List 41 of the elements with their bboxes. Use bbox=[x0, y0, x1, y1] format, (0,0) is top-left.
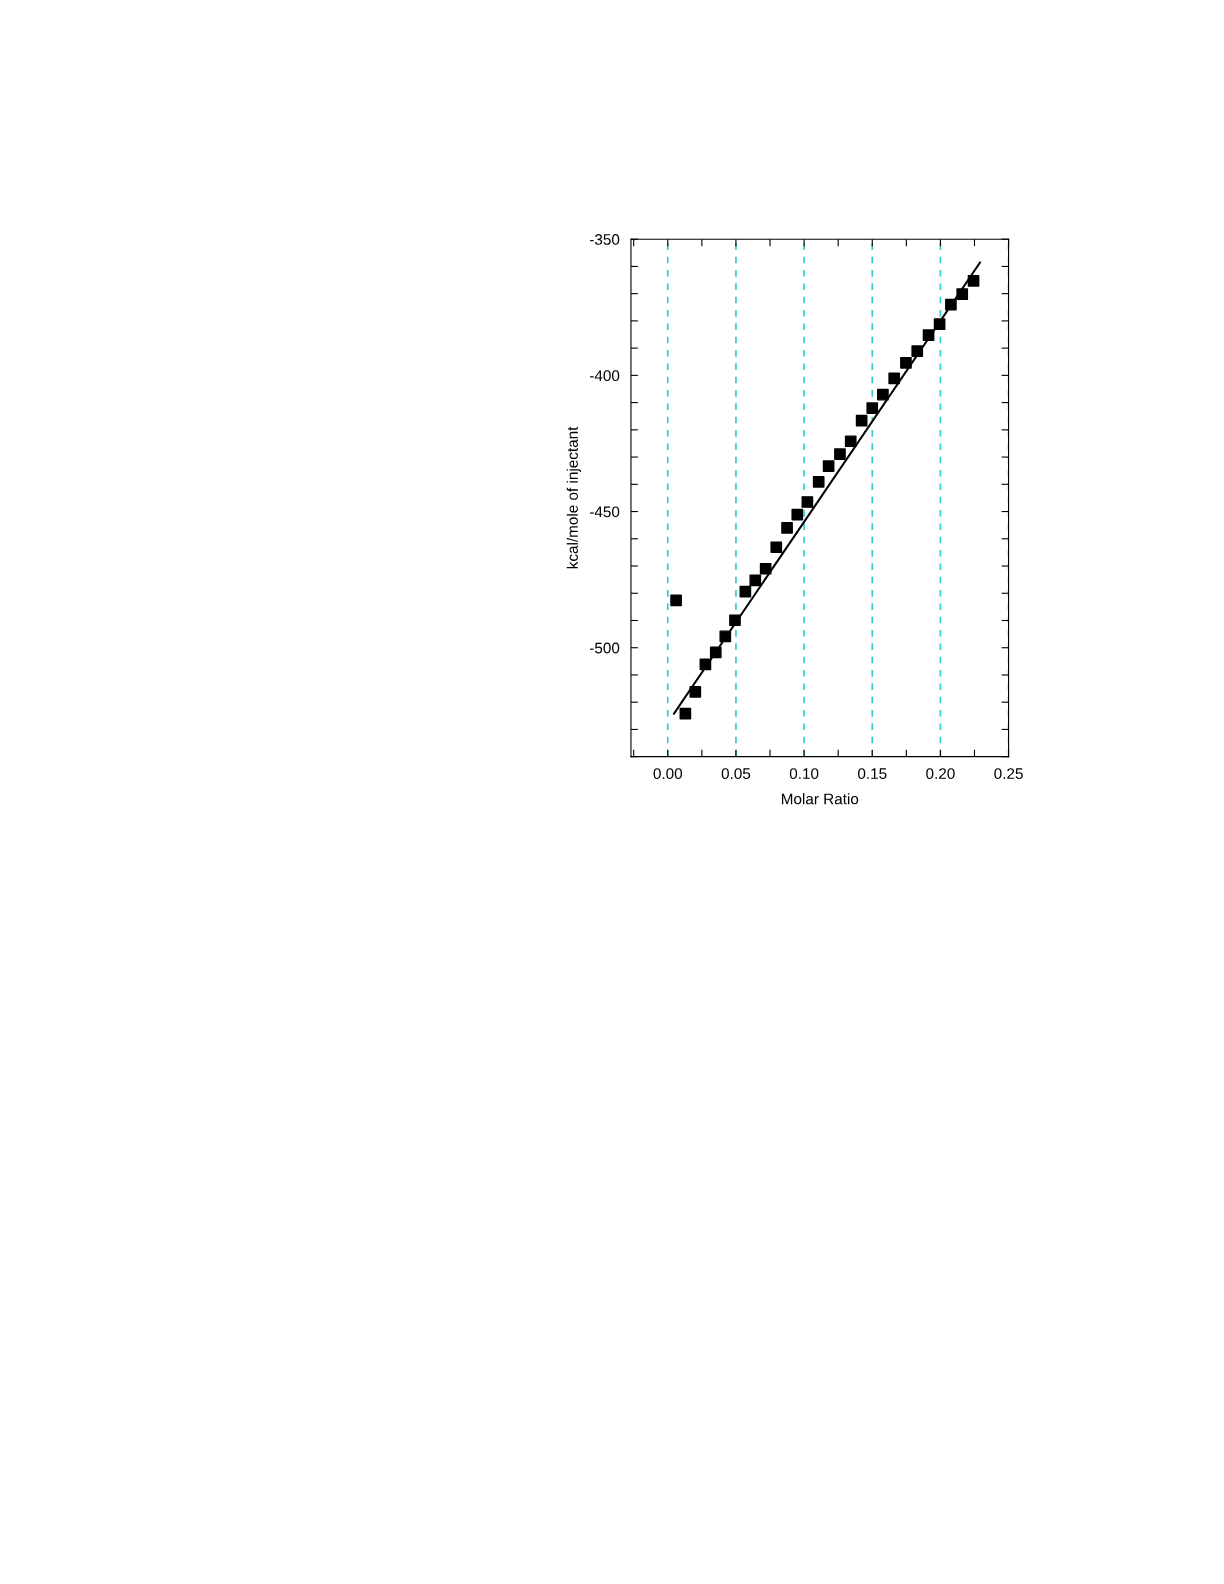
x-tick-label: 0.00 bbox=[653, 768, 683, 780]
point bbox=[812, 476, 825, 488]
point bbox=[739, 585, 752, 598]
point bbox=[956, 288, 969, 301]
x-tick-label: 0.20 bbox=[926, 768, 955, 780]
point bbox=[834, 448, 846, 460]
point bbox=[781, 522, 793, 534]
y-tick-label: -400 bbox=[589, 370, 620, 382]
point bbox=[801, 496, 814, 508]
point bbox=[791, 508, 804, 521]
point bbox=[689, 686, 702, 698]
point bbox=[900, 356, 912, 369]
point bbox=[699, 658, 712, 671]
point bbox=[877, 388, 889, 401]
y-tick-label: -350 bbox=[589, 234, 620, 245]
point bbox=[770, 541, 783, 554]
point bbox=[822, 460, 835, 472]
point bbox=[670, 594, 682, 607]
point bbox=[911, 345, 924, 357]
y-tick-label: -450 bbox=[589, 506, 620, 518]
x-tick-label: 0.25 bbox=[994, 768, 1023, 780]
point bbox=[967, 275, 980, 287]
point bbox=[709, 646, 722, 659]
point bbox=[866, 402, 879, 414]
point bbox=[945, 298, 957, 311]
y-axis-title: kcal/mole of injectant bbox=[566, 426, 581, 569]
point bbox=[844, 435, 857, 448]
y-tick-label: -500 bbox=[589, 642, 620, 654]
x-tick-label: 0.10 bbox=[789, 768, 819, 780]
point bbox=[759, 562, 772, 575]
point bbox=[679, 707, 692, 720]
point bbox=[749, 574, 762, 587]
point bbox=[933, 318, 946, 331]
point bbox=[922, 329, 935, 341]
point bbox=[719, 630, 732, 643]
x-tick-label: 0.05 bbox=[721, 768, 751, 780]
x-axis-title: Molar Ratio bbox=[781, 793, 859, 805]
point bbox=[729, 614, 741, 627]
x-tick-label: 0.15 bbox=[857, 768, 887, 780]
point bbox=[855, 414, 868, 427]
point bbox=[888, 372, 901, 385]
